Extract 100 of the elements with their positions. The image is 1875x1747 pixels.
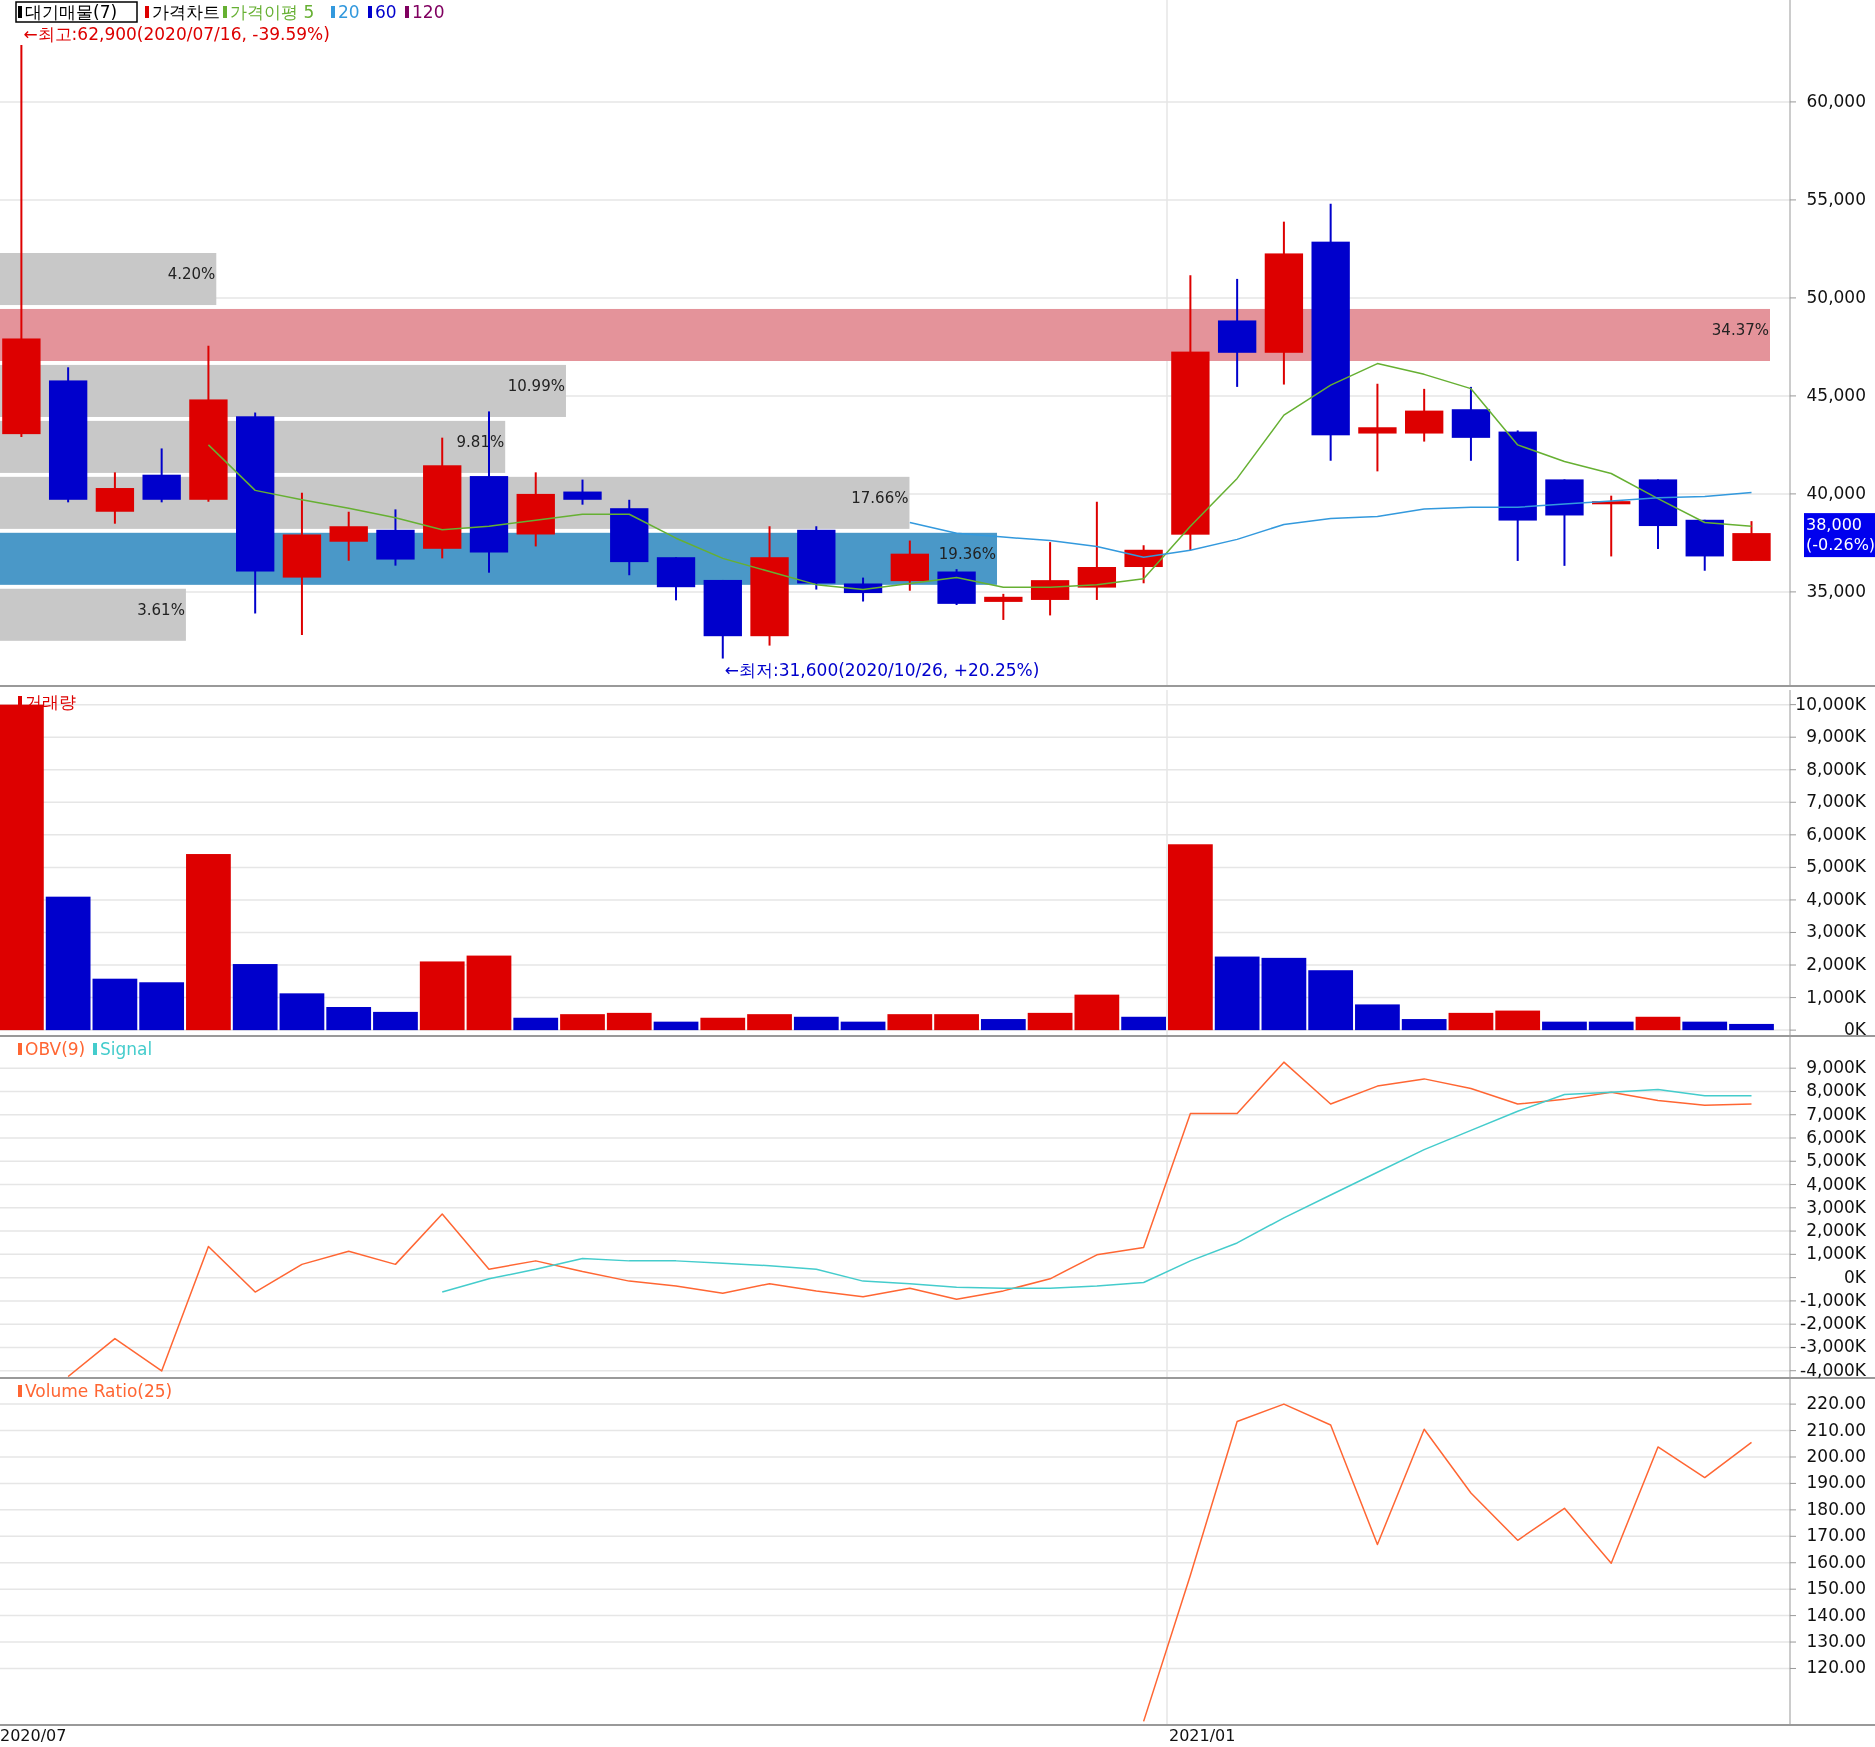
annotation: ←최저:31,600(2020/10/26, +20.25%) [724, 659, 1040, 680]
y-tick-label: -3,000K [1800, 1336, 1867, 1357]
legend-label: OBV(9) [25, 1039, 86, 1059]
y-tick-label: 7,000K [1806, 1103, 1867, 1124]
y-tick-label: 120.00 [1806, 1657, 1866, 1678]
bar [934, 1014, 979, 1031]
y-tick-label: 160.00 [1806, 1551, 1866, 1572]
bar [1168, 844, 1213, 1031]
y-tick-label: 35,000 [1806, 580, 1866, 601]
y-tick-label: 6,000K [1806, 823, 1867, 844]
bar [186, 854, 231, 1031]
data-label: 4.20% [167, 265, 216, 284]
bar [747, 1014, 792, 1031]
line-series [207, 362, 1753, 591]
y-tick-label: 7,000K [1806, 791, 1867, 812]
y-tick-label: 8,000K [1806, 1080, 1867, 1101]
y-tick-label: 0K [1844, 1019, 1867, 1040]
bar [1401, 1019, 1447, 1031]
data-label: 17.66% [851, 489, 909, 508]
data-label: 3.61% [137, 601, 185, 620]
y-tick-label: -2,000K [1800, 1313, 1867, 1334]
bar [1074, 994, 1120, 1031]
bar [373, 1011, 418, 1031]
bar [560, 1014, 605, 1031]
y-tick-label: 0K [1844, 1266, 1867, 1287]
bar [0, 588, 186, 641]
line-series [909, 491, 1753, 558]
y-tick-label: 40,000 [1806, 482, 1866, 503]
bar [840, 1021, 886, 1031]
y-tick-label: 9,000K [1806, 726, 1867, 747]
line-series [1142, 1403, 1753, 1723]
y-tick-label: 4,000K [1806, 888, 1867, 909]
data-label: 10.99% [507, 377, 565, 396]
bar [326, 1007, 372, 1031]
y-tick-label: 140.00 [1806, 1604, 1866, 1625]
y-tick-label: 170.00 [1806, 1525, 1866, 1546]
y-tick-label: 200.00 [1806, 1445, 1866, 1466]
candlestick [563, 478, 602, 506]
line-series [441, 1088, 1753, 1293]
y-tick-label: 2,000K [1806, 1220, 1867, 1241]
y-tick-label: 50,000 [1806, 286, 1866, 307]
y-tick-label: 9,000K [1806, 1057, 1867, 1078]
bar [1448, 1012, 1494, 1031]
bar [232, 964, 278, 1031]
legend-label: Volume Ratio(25) [25, 1381, 173, 1401]
bar [700, 1017, 746, 1031]
bar [1635, 1016, 1681, 1031]
x-tick-label: 2020/07 [0, 1726, 67, 1745]
legend-label: 120 [412, 2, 445, 22]
legend-label: 가격차트 [152, 2, 220, 22]
bar [139, 982, 185, 1031]
bar [1308, 970, 1354, 1031]
y-tick-label: 3,000K [1806, 1196, 1867, 1217]
legend-label: 60 [375, 2, 397, 22]
candlestick [984, 592, 1023, 621]
bar [1682, 1021, 1728, 1031]
y-tick-label: 210.00 [1806, 1419, 1866, 1440]
x-tick-label: 2021/01 [1169, 1726, 1236, 1745]
y-tick-label: 150.00 [1806, 1578, 1866, 1599]
bar [1027, 1012, 1073, 1031]
data-label: 19.36% [938, 545, 997, 564]
y-tick-label: 180.00 [1806, 1498, 1866, 1519]
bar [45, 896, 91, 1031]
y-tick-label: 10,000K [1795, 693, 1867, 714]
y-tick-label: -1,000K [1800, 1289, 1867, 1310]
y-tick-label: 2,000K [1806, 954, 1867, 975]
bar [793, 1016, 839, 1031]
y-tick-label: 60,000 [1806, 90, 1866, 111]
legend-label: Signal [100, 1039, 153, 1059]
bar [1121, 1016, 1166, 1031]
bar [653, 1021, 699, 1031]
bar [1261, 957, 1307, 1031]
y-tick-label: 1,000K [1806, 986, 1867, 1007]
y-tick-label: 3,000K [1806, 921, 1867, 942]
line-series [67, 1061, 1753, 1377]
bar [1588, 1021, 1634, 1031]
bar [279, 993, 325, 1031]
bar [606, 1012, 652, 1031]
bar [92, 978, 138, 1031]
y-tick-label: 55,000 [1806, 188, 1866, 209]
bar [1355, 1004, 1400, 1031]
bar [1542, 1021, 1587, 1031]
y-tick-label: -4,000K [1800, 1359, 1867, 1380]
y-tick-label: 8,000K [1806, 758, 1867, 779]
y-tick-label: 45,000 [1806, 384, 1866, 405]
legend-label: 20 [338, 2, 360, 22]
candlestick [1358, 382, 1397, 473]
y-tick-label: 220.00 [1806, 1393, 1866, 1414]
y-tick-label: 6,000K [1806, 1127, 1867, 1147]
y-tick-label: 130.00 [1806, 1631, 1866, 1652]
bar [466, 955, 512, 1031]
y-tick-label: 190.00 [1806, 1472, 1866, 1493]
y-tick-label: 5,000K [1806, 1150, 1867, 1171]
data-label: 34.37% [1711, 321, 1769, 340]
bar [419, 961, 465, 1031]
legend-label: 가격이평 5 [230, 2, 315, 22]
bar [513, 1017, 559, 1031]
text: 대기매물(7) [25, 2, 118, 22]
y-tick-label: 4,000K [1806, 1173, 1867, 1194]
bar [1729, 1023, 1774, 1031]
